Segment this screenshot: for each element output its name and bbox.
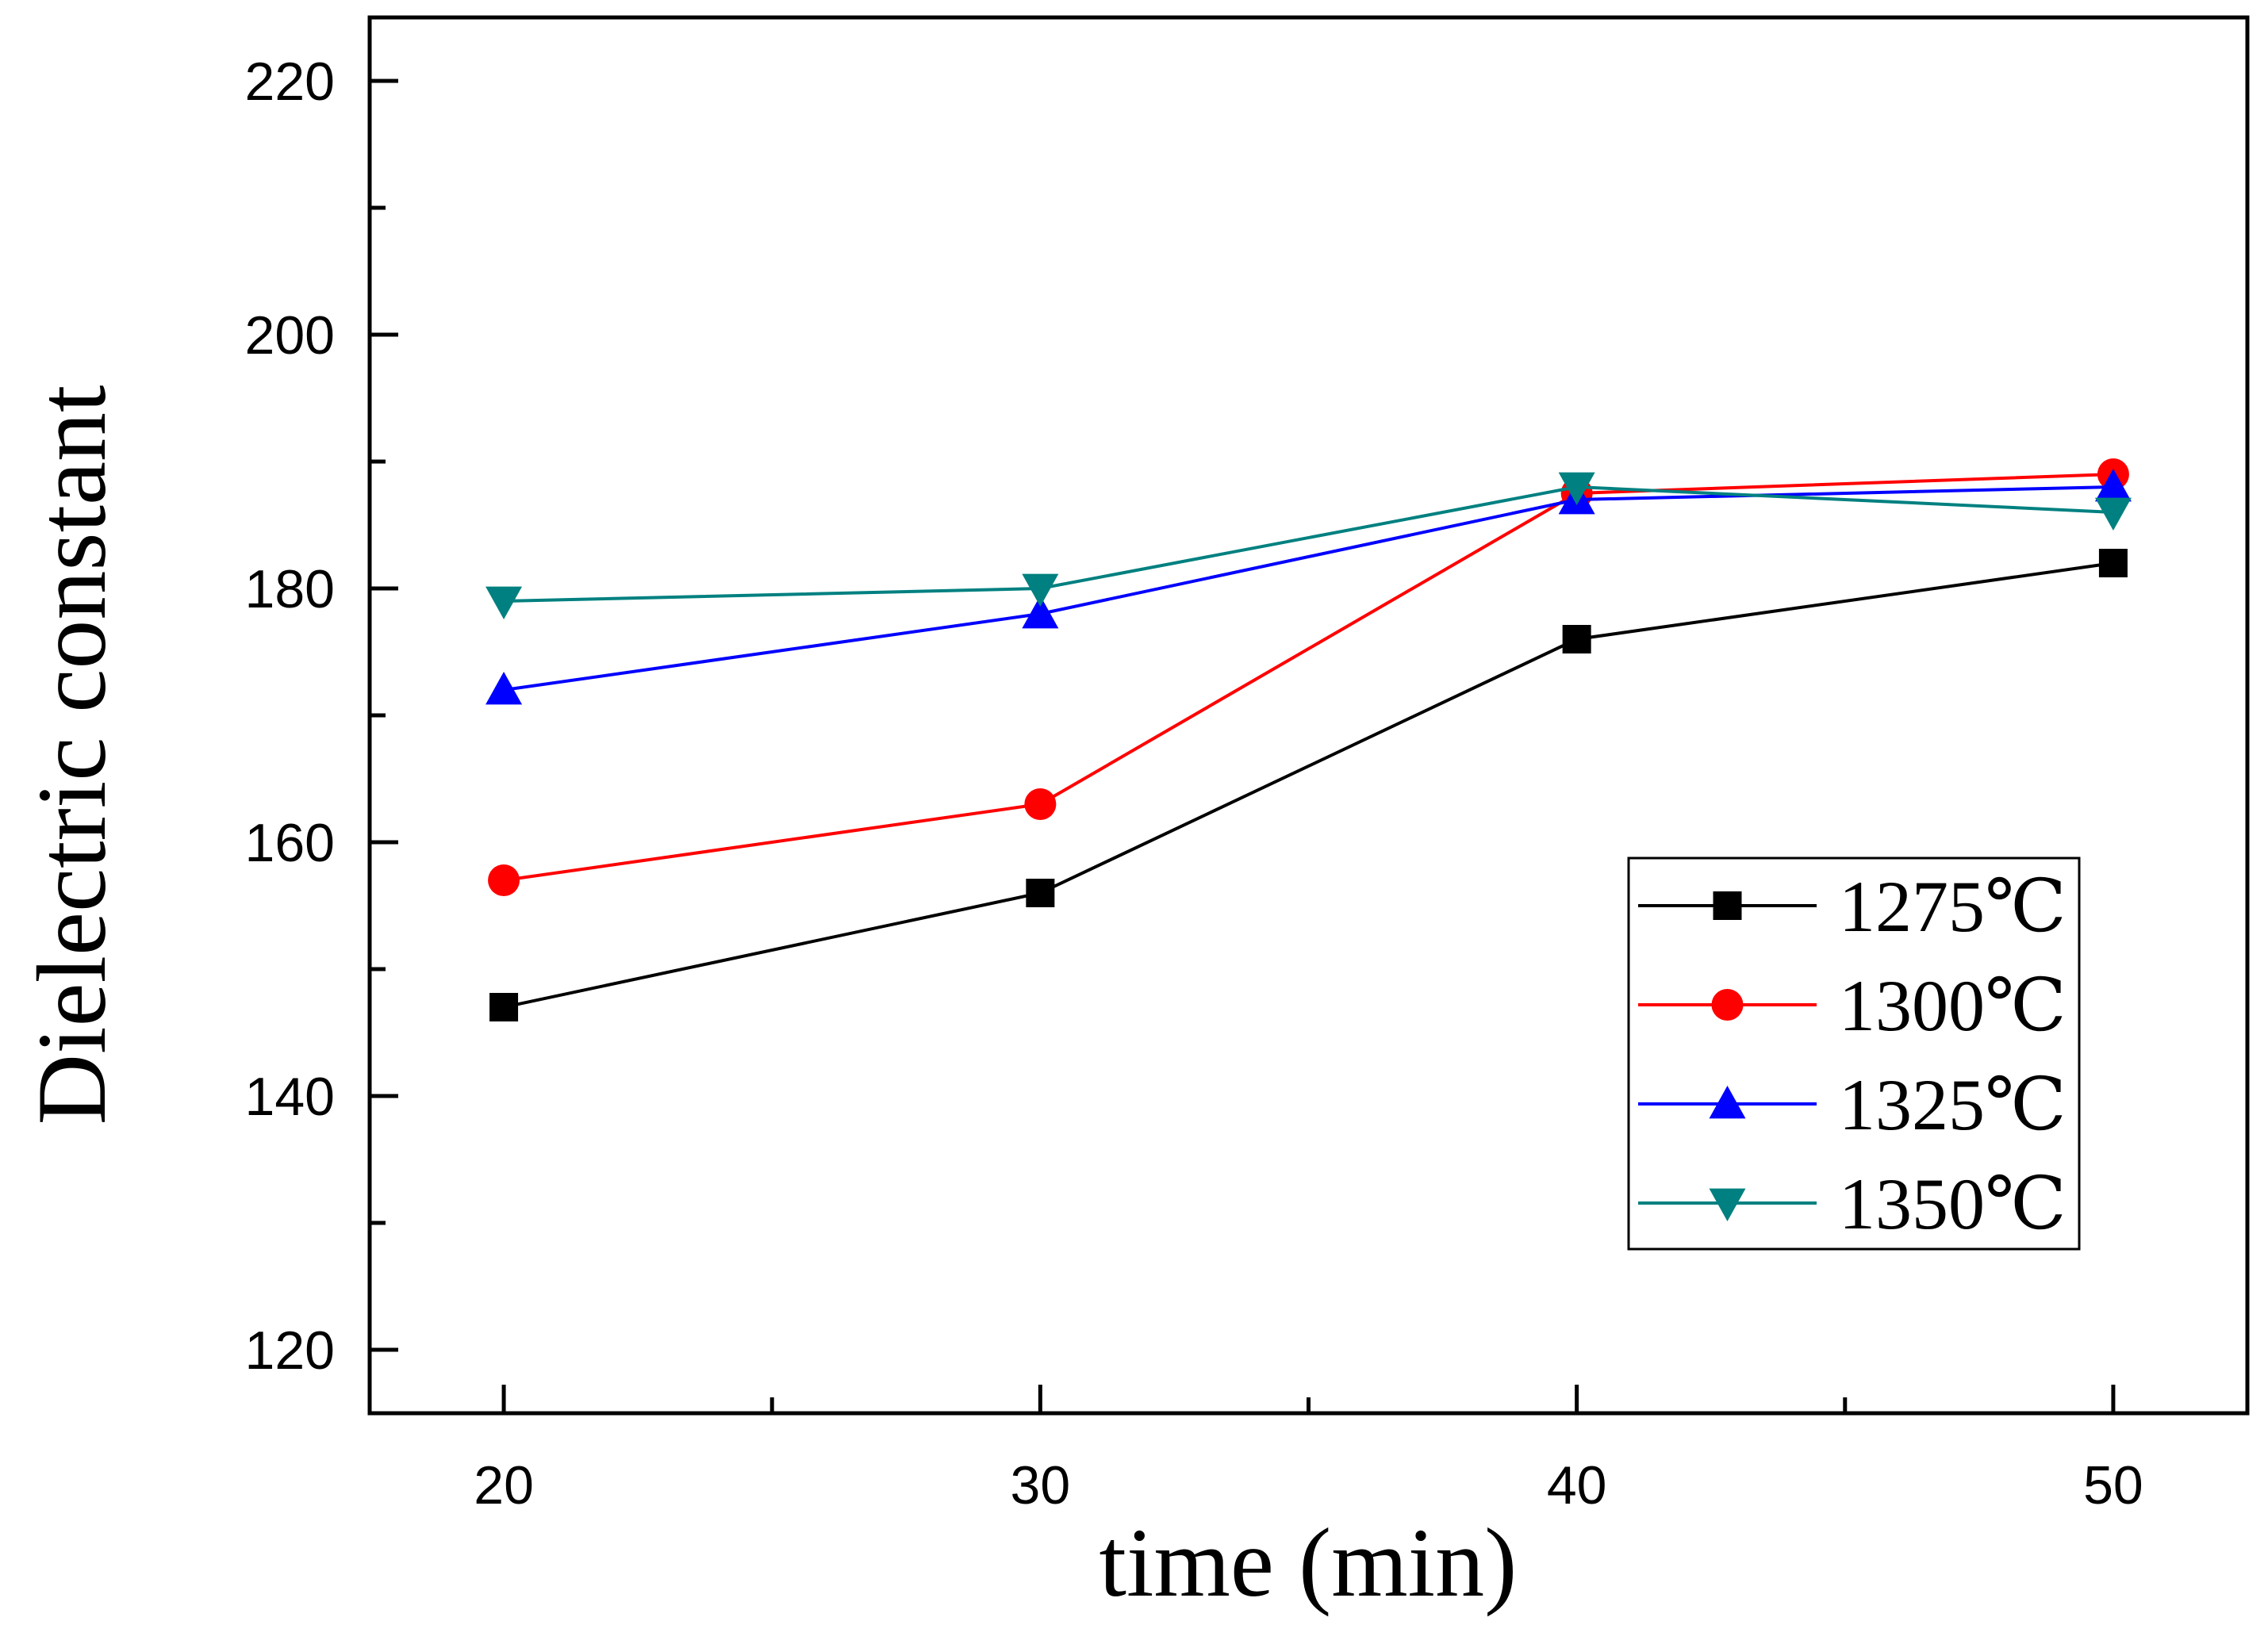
series-line [503,473,2113,882]
y-axis-title: Dielectric constant [17,385,126,1125]
legend-box [1627,856,2081,1251]
series-4 [485,472,2132,619]
y-tick-label: 160 [245,813,335,873]
data-point [2098,549,2128,577]
y-tick-label: 140 [245,1067,335,1127]
legend-marker [1709,1188,1746,1221]
tick-labels: 120 140 160 180 200 220 20 30 40 50 [245,52,2143,1516]
y-tick-label: 200 [245,305,335,366]
series-line [503,561,2114,1009]
legend-item-2: 1300℃ [1638,965,2067,1046]
series-line [503,485,2113,692]
legend-item-4: 1350℃ [1638,1163,2067,1244]
legend-marker [1713,891,1742,920]
data-point [1022,573,1059,607]
x-tick-label: 40 [1547,1455,1607,1516]
axis-ticks [370,79,2116,1413]
data-point [1026,879,1055,907]
series-1 [489,549,2128,1021]
legend-marker [1709,1086,1746,1119]
data-point [1022,596,1059,629]
series-line [504,485,2114,603]
series-3 [485,469,2132,705]
series-layer [485,458,2132,1021]
x-tick-label: 30 [1011,1455,1071,1516]
series-2 [488,458,2129,896]
data-point [1558,472,1595,505]
legend-item-3: 1325℃ [1638,1064,2067,1145]
legend-label: 1275℃ [1839,866,2067,947]
data-point [2094,469,2132,502]
legend-label: 1300℃ [1839,965,2067,1046]
y-tick-label: 180 [245,559,335,619]
x-tick-label: 50 [2083,1455,2143,1516]
data-point [488,864,520,896]
data-point [1024,788,1057,820]
data-point [489,993,519,1021]
x-axis-title: time (min) [1099,1508,1518,1617]
legend-label: 1350℃ [1839,1163,2067,1244]
data-point [2094,497,2132,531]
y-tick-label: 120 [245,1320,335,1381]
data-point [485,586,523,619]
legend-label: 1325℃ [1839,1064,2067,1145]
legend-item-1: 1275℃ [1638,866,2067,947]
legend-marker [1711,989,1744,1021]
data-point [485,672,523,705]
legend: 1275℃ 1300℃ 1325℃ 1350℃ [1627,856,2081,1251]
y-tick-label: 220 [245,52,335,112]
data-point [1562,625,1591,653]
x-tick-label: 20 [474,1455,534,1516]
